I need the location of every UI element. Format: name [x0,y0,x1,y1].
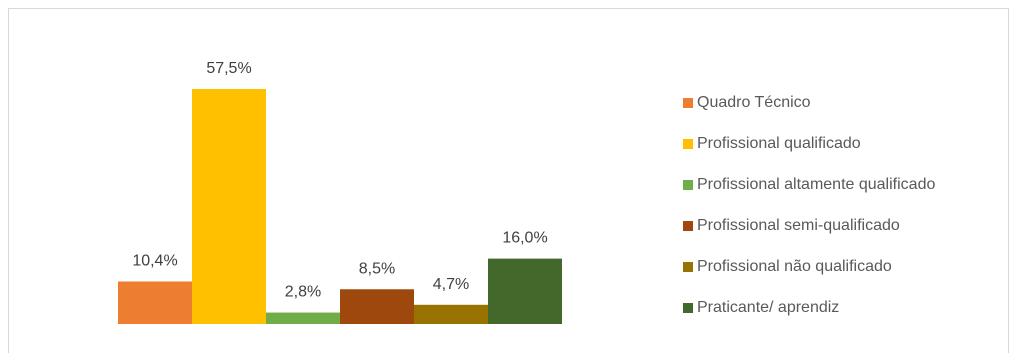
chart-frame [8,8,1009,353]
bar [414,304,488,324]
legend-swatch [683,262,693,273]
legend-item-profissional-semi-qualificado: Profissional semi-qualificado [683,216,935,237]
bar-data-label: 57,5% [206,60,251,77]
legend-label: Praticante/ aprendiz [697,299,840,317]
bar [488,258,562,324]
legend-swatch [683,97,693,108]
legend-label: Profissional semi-qualificado [697,217,900,235]
legend: Quadro Técnico Profissional qualificado … [683,92,935,339]
bar [340,289,414,324]
bar-data-label: 8,5% [359,260,395,277]
bar-data-label: 16,0% [502,230,547,247]
bar-data-label: 2,8% [285,284,321,301]
legend-swatch [683,221,693,232]
legend-label: Quadro Técnico [697,93,811,111]
legend-item-profissional-qualificado: Profissional qualificado [683,133,935,154]
bar-data-label: 10,4% [132,252,177,269]
legend-label: Profissional qualificado [697,134,861,152]
legend-swatch [683,179,693,190]
legend-swatch [683,138,693,149]
legend-label: Profissional não qualificado [697,258,892,276]
legend-item-profissional-nao-qualificado: Profissional não qualificado [683,257,935,278]
bar [266,312,340,324]
bar [192,89,266,324]
legend-label: Profissional altamente qualificado [697,175,936,193]
legend-swatch [683,303,693,314]
bar-chart: 10,4% 57,5% 2,8% 8,5% 4,7% 16,0% [118,60,562,324]
bar [118,281,192,324]
bar-data-label: 4,7% [433,276,469,293]
legend-item-praticante-aprendiz: Praticante/ aprendiz [683,298,935,319]
legend-item-quadro-tecnico: Quadro Técnico [683,92,935,113]
legend-item-profissional-altamente-qualificado: Profissional altamente qualificado [683,174,935,195]
